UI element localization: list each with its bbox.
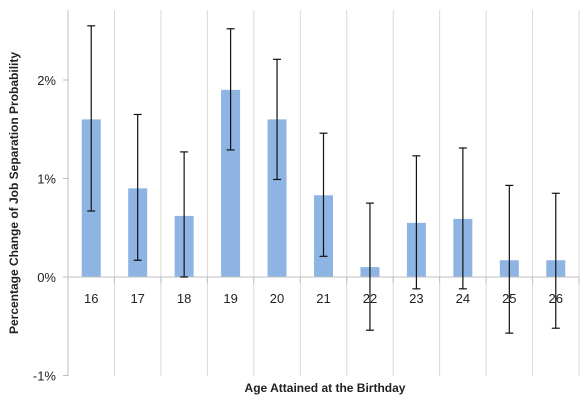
error-bar-19 [226,28,235,151]
bar-20 [267,119,287,278]
x-tick-label-16: 16 [84,291,98,306]
error-bar-16 [87,25,96,212]
x-tick-label-23: 23 [409,291,423,306]
y-tick-label-2: 1% [37,172,56,187]
error-bar-17 [133,113,142,261]
y-tick-label-3: 2% [37,73,56,88]
x-tick-label-18: 18 [177,291,191,306]
error-bar-21 [319,132,328,257]
x-tick-label-20: 20 [270,291,284,306]
error-bar-18 [180,151,189,278]
grid-lines [67,10,580,376]
x-tick-label-21: 21 [316,291,330,306]
tick-labels: -1% 0% 1% 2% 16 17 18 19 20 21 22 23 24 25 26 [33,73,563,384]
y-tick-label-1: 0% [37,270,56,285]
x-tick-label-25: 25 [502,291,516,306]
x-tick-label-17: 17 [130,291,144,306]
error-bar-22 [365,202,374,331]
y-axis-title: Percentage Change of Job Separation Prob… [7,52,21,334]
error-bar-24 [458,147,467,290]
error-bar-26 [551,192,560,329]
x-tick-label-19: 19 [223,291,237,306]
axes [63,10,580,376]
error-bars [87,25,560,334]
error-bar-25 [505,184,514,334]
error-bar-20 [273,58,282,181]
y-tick-label-0: -1% [33,369,57,384]
bar-19 [221,89,241,277]
x-tick-label-22: 22 [363,291,377,306]
x-axis-title: Age Attained at the Birthday [245,381,406,395]
x-tick-label-24: 24 [456,291,470,306]
x-tick-label-26: 26 [549,291,563,306]
error-bar-23 [412,155,421,290]
